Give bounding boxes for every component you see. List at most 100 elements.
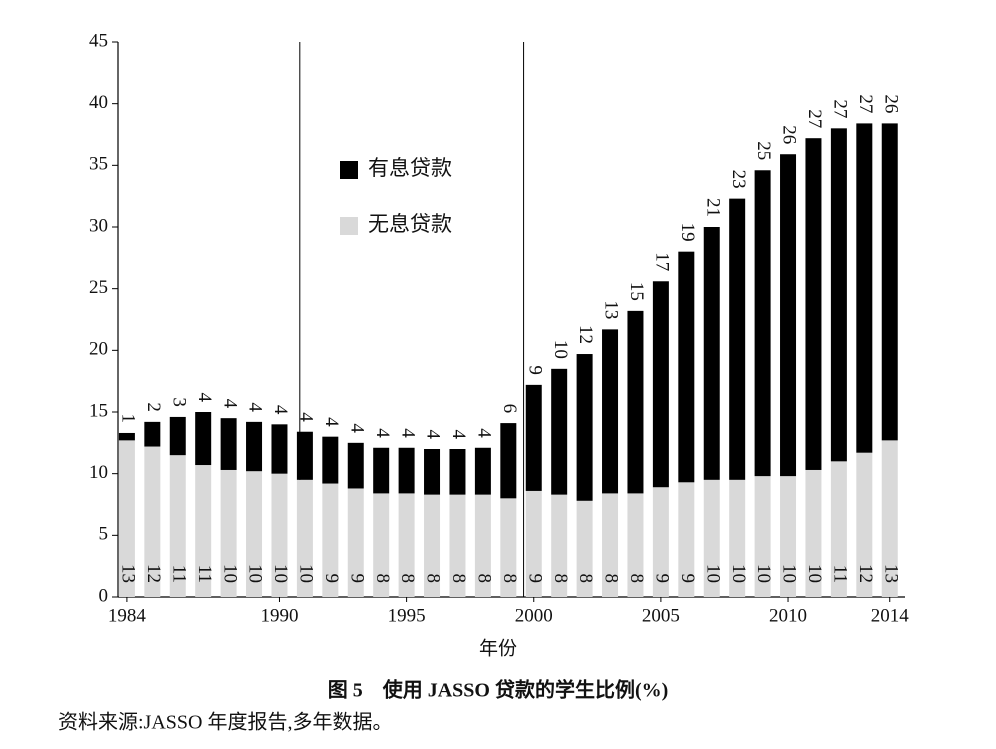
data-label: 10	[804, 564, 825, 583]
data-label: 10	[728, 564, 749, 583]
bar-segment	[551, 494, 568, 597]
bar-segment	[856, 123, 873, 453]
bar-segment	[169, 416, 186, 456]
data-label: 6	[499, 404, 520, 414]
bar-segment	[881, 440, 898, 597]
bar-segment	[652, 487, 669, 597]
y-tick-label: 45	[89, 30, 108, 51]
data-label: 4	[474, 428, 495, 438]
y-tick-label: 5	[99, 524, 109, 545]
x-tick-label: 1984	[108, 605, 147, 626]
data-label: 12	[575, 325, 596, 344]
bar-segment	[220, 418, 237, 470]
bar-segment	[195, 412, 212, 466]
data-label: 9	[524, 365, 545, 375]
data-label: 3	[168, 397, 189, 407]
bar-segment	[424, 449, 441, 495]
bar-segment	[347, 442, 364, 489]
data-label: 25	[753, 141, 774, 160]
data-label: 10	[219, 564, 240, 583]
bar-segment	[830, 461, 847, 597]
data-label: 9	[346, 574, 367, 584]
data-label: 4	[448, 430, 469, 440]
bar-segment	[246, 421, 263, 472]
bar-segment	[322, 483, 339, 597]
data-label: 11	[168, 565, 189, 583]
data-label: 4	[321, 417, 342, 427]
data-label: 8	[397, 574, 418, 584]
data-label: 17	[652, 252, 673, 271]
y-tick-label: 10	[89, 462, 108, 483]
data-label: 21	[702, 198, 723, 217]
data-label: 9	[677, 574, 698, 584]
data-label: 4	[296, 412, 317, 422]
data-label: 8	[372, 574, 393, 584]
bar-segment	[195, 465, 212, 597]
y-tick-label: 25	[89, 277, 108, 298]
bar-segment	[322, 436, 339, 484]
bar-segment	[780, 476, 797, 597]
data-label: 10	[270, 564, 291, 583]
bar-segment	[449, 449, 466, 495]
bar-segment	[780, 154, 797, 477]
data-label: 26	[779, 125, 800, 144]
legend-label: 有息贷款	[368, 156, 452, 180]
bar-segment	[296, 431, 313, 480]
x-tick-label: 1995	[388, 605, 426, 626]
bar-segment	[296, 479, 313, 597]
bar-segment	[144, 421, 161, 447]
bar-segment	[144, 446, 161, 597]
bar-segment	[500, 498, 517, 597]
bar-segment	[703, 479, 720, 597]
bar-segment	[373, 493, 390, 597]
data-label: 8	[601, 574, 622, 584]
bar-segment	[576, 500, 593, 597]
x-tick-label: 2000	[515, 605, 553, 626]
y-tick-label: 20	[89, 339, 108, 360]
bar-segment	[118, 432, 135, 441]
data-label: 8	[499, 574, 520, 584]
bar-segment	[729, 198, 746, 480]
bar-segment	[424, 494, 441, 597]
legend-swatch	[340, 217, 358, 235]
data-label: 10	[779, 564, 800, 583]
data-label: 10	[296, 564, 317, 583]
data-label: 27	[804, 109, 825, 128]
bar-segment	[652, 281, 669, 488]
bar-segment	[474, 494, 491, 597]
x-tick-label: 2005	[642, 605, 680, 626]
y-tick-label: 0	[99, 585, 109, 606]
y-tick-label: 40	[89, 92, 108, 113]
data-label: 4	[372, 428, 393, 438]
bar-segment	[271, 424, 288, 474]
bar-segment	[271, 473, 288, 597]
data-label: 9	[652, 574, 673, 584]
data-label: 10	[702, 564, 723, 583]
data-label: 4	[219, 399, 240, 409]
bar-segment	[830, 128, 847, 462]
bar-segment	[856, 452, 873, 597]
data-label: 11	[194, 565, 215, 583]
data-label: 13	[880, 564, 901, 583]
bar-segment	[169, 455, 186, 597]
bar-segment	[474, 447, 491, 495]
bar-segment	[525, 490, 542, 597]
bar-segment	[118, 440, 135, 597]
x-axis-label: 年份	[479, 637, 517, 659]
chart-title: 图 5 使用 JASSO 贷款的学生比例(%)	[328, 678, 669, 702]
x-tick-label: 2010	[769, 605, 807, 626]
x-tick-label: 2014	[871, 605, 910, 626]
data-label: 12	[143, 564, 164, 583]
bar-segment	[449, 494, 466, 597]
data-label: 8	[474, 574, 495, 584]
bar-segment	[678, 251, 695, 483]
data-label: 4	[245, 402, 266, 412]
bar-segment	[678, 482, 695, 597]
bar-segment	[347, 488, 364, 597]
data-label: 10	[245, 564, 266, 583]
x-tick-label: 1990	[260, 605, 298, 626]
data-label: 10	[753, 564, 774, 583]
bar-segment	[220, 469, 237, 597]
data-label: 2	[143, 402, 164, 412]
data-label: 11	[830, 565, 851, 583]
